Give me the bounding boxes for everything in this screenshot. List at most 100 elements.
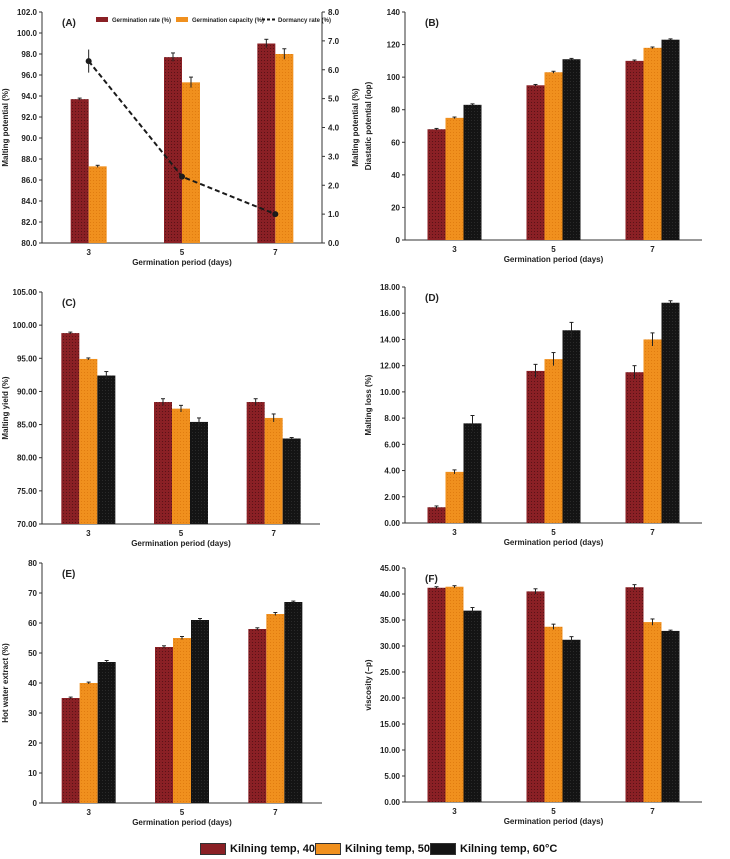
panel-e-bar: [79, 683, 98, 803]
panel-b-ytick-label: 80: [391, 106, 400, 115]
panel-b-ytick-label: 40: [391, 171, 400, 180]
panel-a-bar: [275, 54, 294, 243]
panel-e-ylabel: Hot water extract (%): [1, 643, 10, 723]
panel-c-ytick-label: 90.00: [17, 387, 38, 396]
panel-a-bar: [70, 99, 89, 244]
panel-c-bar: [282, 438, 301, 524]
panel-b-bar: [526, 85, 545, 241]
panel-a-ylabel: Malting potential (%): [1, 88, 10, 167]
panel-a-ytick-label: 84.0: [21, 197, 37, 206]
panel-a-legend-label: Germination capacity (%): [192, 18, 264, 24]
panel-d-bar: [463, 423, 482, 523]
legend-label-40c: Kilning temp, 40°C: [230, 843, 328, 855]
panel-c-xlabel: Germination period (days): [131, 539, 231, 548]
panel-c-bar: [61, 333, 80, 524]
panel-a-ytick-label: 96.0: [21, 71, 37, 80]
panel-f-ytick-label: 20.00: [380, 694, 401, 703]
panel-e-label: (E): [62, 569, 75, 580]
panel-a-ytick-right-label: 2.0: [328, 181, 340, 190]
panel-c-ylabel: Malting yield (%): [1, 376, 10, 439]
panel-d-ytick-label: 10.00: [380, 388, 401, 397]
panel-a-ytick-label: 88.0: [21, 155, 37, 164]
panel-a-xtick-label: 5: [180, 248, 185, 257]
panel-f-bar: [625, 587, 644, 802]
panel-a: 80.0 82.0 84.0 86.0 88.0 90.0 92.0 94.0 96.0 98.0…: [1, 8, 360, 267]
panel-e-ytick-label: 10: [28, 769, 37, 778]
panel-c-ytick-label: 80.00: [17, 454, 38, 463]
panel-b-xtick-label: 5: [551, 245, 556, 254]
panel-e-bar: [61, 698, 80, 803]
panel-e: 0 10 20 30 40 50 60 70 80 3 5 7 (E) Germination perio…: [1, 559, 322, 827]
panel-e-ytick-label: 0: [33, 799, 38, 808]
panel-f-ytick-label: 45.00: [380, 564, 401, 573]
panel-d-bar: [625, 372, 644, 523]
panel-e-bar: [155, 647, 173, 803]
panel-c-ytick-label: 75.00: [17, 487, 38, 496]
panel-c-label: (C): [62, 298, 76, 309]
panel-c-bar: [264, 417, 283, 524]
panel-b-ytick-label: 0: [396, 236, 401, 245]
panel-a-label: (A): [62, 18, 76, 29]
panel-e-ytick-label: 30: [28, 709, 37, 718]
panel-d: 0.00 2.00 4.00 6.00 8.00 10.00 12.00 14.00 16.00…: [364, 283, 702, 547]
panel-a-legend-swatch: [176, 17, 188, 22]
panel-d-ytick-label: 14.00: [380, 335, 401, 344]
legend-item-50c: Kilning temp, 50°C: [315, 842, 442, 856]
panel-f-ytick-label: 35.00: [380, 616, 401, 625]
panel-a-ytick-right-label: 6.0: [328, 66, 340, 75]
panel-a-ytick-label: 100.0: [17, 29, 38, 38]
panel-c: 70.00 75.00 80.00 85.00 90.00 95.00 100.00 105.…: [1, 288, 320, 548]
panel-e-ytick-label: 20: [28, 739, 37, 748]
panel-d-bar: [661, 302, 680, 523]
panel-d-ytick-label: 16.00: [380, 309, 401, 318]
panel-e-bar: [266, 614, 285, 803]
legend-swatch-40c: [200, 843, 226, 855]
panel-c-ytick-label: 105.00: [13, 288, 38, 297]
panel-e-bar: [248, 629, 267, 803]
legend-item-40c: Kilning temp, 40°C: [200, 842, 327, 856]
legend-label-50c: Kilning temp, 50°C: [345, 843, 443, 855]
panel-f-bar: [427, 587, 446, 802]
panel-f-xtick-label: 5: [551, 807, 556, 816]
panel-f-bar: [526, 591, 545, 802]
panel-a-ytick-right-label: 8.0: [328, 8, 340, 17]
panel-e-xtick-label: 3: [86, 808, 91, 817]
panel-f-xlabel: Germination period (days): [504, 817, 604, 826]
panel-a-ytick-right-label: 5.0: [328, 95, 340, 104]
panel-b-bar: [643, 47, 662, 241]
panel-e-bar: [284, 602, 303, 803]
panel-c-xtick-label: 5: [179, 529, 184, 538]
panel-c-bar: [172, 408, 190, 524]
panel-d-bar: [544, 359, 563, 523]
panel-b-bar: [625, 60, 644, 240]
panel-f-xtick-label: 3: [452, 807, 457, 816]
panel-a-legend-swatch: [96, 17, 108, 22]
panel-a-xlabel: Germination period (days): [132, 258, 232, 267]
panel-f-ytick-label: 0.00: [384, 798, 400, 807]
panel-a-ytick-right-label: 4.0: [328, 124, 340, 133]
panel-e-ytick-label: 60: [28, 619, 37, 628]
panel-c-bar: [97, 375, 116, 524]
panel-c-bar: [246, 402, 265, 524]
panel-f-ytick-label: 5.00: [384, 772, 400, 781]
panel-a-bar: [257, 43, 276, 243]
panel-a-bar: [164, 57, 182, 244]
panel-a-ytick-label: 94.0: [21, 92, 37, 101]
panel-b-xtick-label: 3: [452, 245, 457, 254]
panel-f-ylabel: viscosity (–p): [364, 659, 373, 710]
panel-f-bar: [463, 610, 482, 802]
legend-swatch-60c: [430, 843, 456, 855]
panel-b-bar: [544, 72, 563, 240]
figure-legend: Kilning temp, 40°C Kilning temp, 50°C Ki…: [200, 840, 640, 858]
panel-b-ytick-label: 60: [391, 138, 400, 147]
panel-c-bar: [190, 421, 208, 524]
panel-a-bar: [182, 82, 200, 243]
panel-d-xtick-label: 5: [551, 528, 556, 537]
panel-d-bar: [643, 339, 662, 523]
panel-b-bar: [427, 129, 446, 240]
panel-d-ytick-label: 2.00: [384, 493, 400, 502]
panel-f-bar: [445, 586, 464, 802]
panel-d-ytick-label: 4.00: [384, 467, 400, 476]
panel-a-legend-label: Dormancy rate (%): [278, 18, 331, 24]
